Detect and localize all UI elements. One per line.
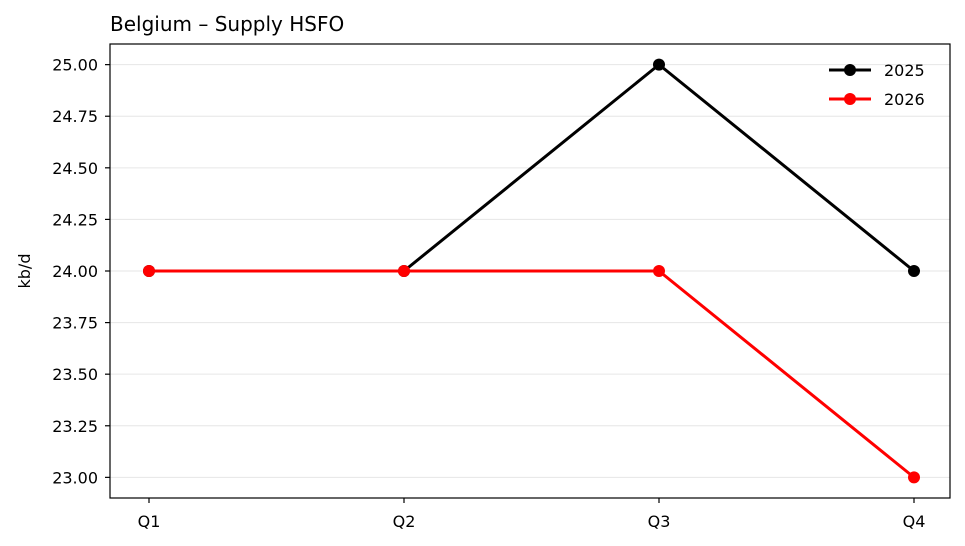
y-tick-label: 23.75 xyxy=(52,314,98,333)
y-tick-label: 23.00 xyxy=(52,468,98,487)
legend-label: 2026 xyxy=(884,90,925,109)
x-tick-label: Q3 xyxy=(648,512,671,531)
x-tick-label: Q4 xyxy=(903,512,926,531)
legend: 2025 2026 xyxy=(829,61,925,109)
legend-marker xyxy=(844,93,856,105)
y-tick-label: 24.50 xyxy=(52,159,98,178)
y-tick-label: 23.50 xyxy=(52,365,98,384)
y-tick-label: 24.75 xyxy=(52,107,98,126)
data-point xyxy=(908,471,920,484)
y-axis-label: kb/d xyxy=(15,254,34,289)
legend-item: 2026 xyxy=(829,90,925,109)
data-point xyxy=(143,265,155,277)
y-tick-label: 23.25 xyxy=(52,417,98,436)
legend-marker xyxy=(844,64,856,76)
plot-frame xyxy=(109,43,951,499)
data-point xyxy=(908,265,920,277)
chart-title: Belgium – Supply HSFO xyxy=(110,12,344,36)
y-tick-label: 24.00 xyxy=(52,262,98,281)
x-tick-label: Q1 xyxy=(138,512,161,531)
series-group xyxy=(143,58,920,484)
y-tick-label: 25.00 xyxy=(52,56,98,75)
data-point xyxy=(398,265,410,277)
x-axis-ticks: Q1 Q2 Q3 Q4 xyxy=(138,498,926,531)
y-tick-label: 24.25 xyxy=(52,210,98,229)
legend-label: 2025 xyxy=(884,61,925,80)
series-line xyxy=(149,269,915,479)
series-2026 xyxy=(143,265,920,484)
y-axis-ticks: 23.00 23.25 23.50 23.75 24.00 24.25 24.50 24.75… xyxy=(52,56,110,487)
legend-item: 2025 xyxy=(829,61,925,80)
data-point xyxy=(653,58,665,71)
x-tick-label: Q2 xyxy=(393,512,416,531)
data-point xyxy=(653,265,665,277)
